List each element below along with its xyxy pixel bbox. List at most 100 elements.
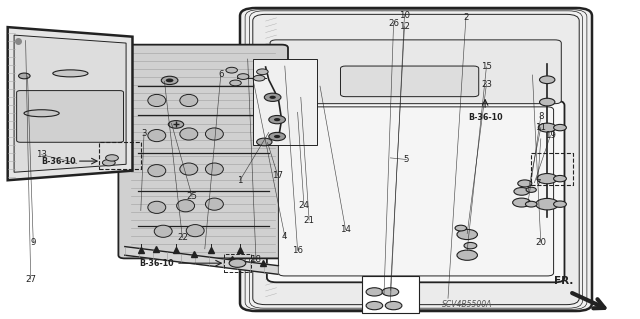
Circle shape [106, 155, 118, 161]
Circle shape [226, 67, 237, 73]
Text: B-36-10: B-36-10 [41, 157, 76, 166]
Polygon shape [8, 27, 132, 180]
Bar [362, 276, 419, 313]
Ellipse shape [148, 94, 166, 107]
Circle shape [540, 98, 555, 106]
Text: 10: 10 [399, 11, 410, 20]
FancyBboxPatch shape [340, 66, 479, 97]
Circle shape [455, 225, 467, 231]
Polygon shape [125, 247, 278, 274]
Circle shape [514, 188, 529, 195]
FancyBboxPatch shape [270, 40, 561, 104]
Text: B-36-10: B-36-10 [468, 113, 502, 122]
Circle shape [526, 187, 536, 192]
FancyBboxPatch shape [253, 14, 579, 305]
Ellipse shape [205, 128, 223, 140]
Ellipse shape [177, 200, 195, 212]
Ellipse shape [148, 130, 166, 142]
Circle shape [554, 175, 566, 182]
Text: 27: 27 [25, 275, 36, 284]
Circle shape [102, 160, 115, 166]
Circle shape [518, 180, 532, 187]
Polygon shape [14, 35, 126, 172]
Text: 6: 6 [218, 70, 223, 79]
Text: 1: 1 [237, 176, 243, 185]
Circle shape [237, 74, 249, 79]
Ellipse shape [24, 110, 60, 117]
Circle shape [366, 288, 383, 296]
Circle shape [168, 121, 184, 128]
Circle shape [464, 242, 477, 249]
Ellipse shape [180, 94, 198, 107]
Ellipse shape [186, 225, 204, 237]
Text: 8: 8 [538, 112, 543, 121]
Circle shape [166, 78, 173, 82]
Circle shape [540, 76, 555, 84]
FancyBboxPatch shape [17, 91, 124, 142]
FancyBboxPatch shape [267, 100, 564, 282]
Ellipse shape [154, 225, 172, 237]
Circle shape [274, 118, 280, 121]
Text: 26: 26 [388, 19, 399, 28]
Text: 11: 11 [535, 123, 547, 132]
Ellipse shape [205, 163, 223, 175]
Circle shape [257, 69, 268, 75]
Ellipse shape [180, 128, 198, 140]
Text: 14: 14 [340, 225, 351, 234]
Text: 20: 20 [535, 238, 547, 247]
Circle shape [269, 115, 285, 124]
Bar [99, 142, 141, 169]
Circle shape [269, 132, 285, 141]
Text: 4: 4 [282, 232, 287, 241]
Bar [253, 59, 317, 145]
Text: 17: 17 [272, 171, 284, 180]
Text: FR.: FR. [554, 276, 573, 286]
Text: 3: 3 [141, 130, 147, 138]
FancyBboxPatch shape [118, 45, 288, 258]
Circle shape [230, 80, 241, 86]
Circle shape [19, 73, 30, 79]
Text: 16: 16 [292, 246, 303, 255]
Circle shape [554, 124, 566, 131]
FancyBboxPatch shape [278, 107, 554, 276]
Circle shape [457, 229, 477, 240]
Text: 9: 9 [31, 238, 36, 247]
Circle shape [257, 138, 272, 146]
Circle shape [457, 250, 477, 260]
Text: 23: 23 [481, 80, 492, 89]
Ellipse shape [148, 201, 166, 213]
Text: 19: 19 [545, 131, 556, 140]
Ellipse shape [180, 163, 198, 175]
Bar [531, 153, 573, 185]
Text: 21: 21 [303, 216, 315, 225]
Circle shape [536, 198, 559, 210]
Circle shape [253, 75, 265, 81]
Circle shape [229, 259, 246, 267]
Circle shape [382, 288, 399, 296]
FancyBboxPatch shape [240, 8, 592, 311]
Text: 2: 2 [463, 13, 468, 22]
Text: 22: 22 [177, 233, 188, 242]
Circle shape [366, 301, 383, 310]
Text: B-36-10: B-36-10 [140, 259, 174, 268]
Circle shape [269, 96, 276, 99]
Circle shape [385, 301, 402, 310]
Circle shape [537, 174, 557, 184]
Text: 13: 13 [36, 150, 47, 159]
Text: 18: 18 [250, 256, 262, 264]
Circle shape [538, 123, 556, 132]
Text: 24: 24 [298, 201, 310, 210]
Circle shape [274, 135, 280, 138]
Ellipse shape [53, 70, 88, 77]
Text: 5: 5 [404, 155, 409, 164]
Circle shape [554, 201, 566, 207]
Text: 7: 7 [535, 179, 540, 188]
Ellipse shape [205, 198, 223, 210]
Text: 25: 25 [186, 192, 198, 201]
Text: SCV4B5500A: SCV4B5500A [442, 300, 492, 309]
Circle shape [513, 198, 531, 207]
Bar [224, 254, 251, 272]
Circle shape [525, 201, 537, 207]
Text: 15: 15 [481, 63, 492, 71]
Text: 12: 12 [399, 22, 410, 31]
